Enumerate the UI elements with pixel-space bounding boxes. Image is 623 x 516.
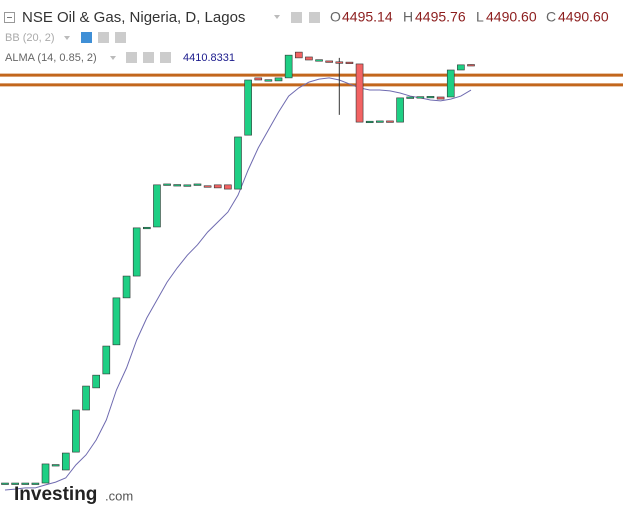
- candle-body: [21, 482, 30, 485]
- candle-body: [213, 184, 222, 189]
- remove-icon[interactable]: [160, 52, 171, 63]
- candle-body: [274, 77, 283, 82]
- candle-body: [61, 452, 70, 471]
- candle-body: [355, 63, 364, 123]
- logo: Investing .com: [14, 484, 133, 505]
- candle-body: [132, 227, 141, 277]
- candle-body: [396, 97, 404, 123]
- visibility-icon[interactable]: [126, 52, 137, 63]
- candle-body: [173, 184, 182, 187]
- close-label: C: [546, 9, 556, 25]
- candle-body: [365, 120, 374, 124]
- remove-icon[interactable]: [115, 32, 126, 43]
- candle-body: [436, 96, 445, 100]
- candle-body: [112, 297, 121, 346]
- candle-body: [426, 96, 435, 99]
- candle-body: [244, 79, 252, 136]
- candle-body: [51, 464, 60, 467]
- high-label: H: [403, 9, 413, 25]
- candle-body: [31, 482, 40, 485]
- candle-body: [467, 64, 475, 67]
- candle-body: [294, 51, 303, 59]
- close-value: 4490.60: [558, 9, 609, 25]
- candle-body: [284, 54, 293, 79]
- candle-body: [82, 385, 90, 411]
- low-label: L: [476, 9, 484, 25]
- settings-icon[interactable]: [143, 52, 154, 63]
- candle-body: [224, 184, 232, 190]
- candle-body: [153, 184, 161, 228]
- candle-body: [143, 226, 151, 230]
- alma-indicator: ALMA (14, 0.85, 2): [5, 52, 97, 64]
- bb-indicator: BB (20, 2): [5, 32, 55, 44]
- candle-body: [203, 185, 212, 188]
- candle-body: [335, 61, 344, 64]
- candle-body: [122, 275, 131, 299]
- candle-body: [406, 96, 415, 99]
- candle-body: [345, 61, 354, 64]
- plot: [0, 51, 623, 491]
- candle-body: [92, 374, 100, 389]
- candle-body: [41, 463, 50, 484]
- candle-body: [457, 64, 465, 71]
- alma-line: [4, 77, 472, 491]
- logo-suffix: .com: [105, 488, 133, 503]
- high-value: 4495.76: [415, 9, 466, 25]
- hide-icon[interactable]: [309, 12, 320, 23]
- logo-brand: Investing: [14, 484, 97, 505]
- candle-body: [446, 69, 455, 98]
- candle-body: [386, 120, 394, 123]
- candle-body: [183, 184, 192, 187]
- symbol-title: NSE Oil & Gas, Nigeria, D, Lagos: [22, 9, 245, 26]
- open-value: 4495.14: [342, 9, 393, 25]
- candle-body: [234, 136, 242, 190]
- candle-body: [1, 482, 9, 485]
- visibility-icon[interactable]: [81, 32, 92, 43]
- candle-body: [305, 56, 313, 61]
- candle-body: [325, 60, 333, 63]
- candle-body: [72, 409, 80, 453]
- dropdown-arrow[interactable]: [110, 56, 116, 60]
- settings-icon[interactable]: [291, 12, 302, 23]
- candle-body: [315, 59, 323, 62]
- low-value: 4490.60: [486, 9, 537, 25]
- alma-value: 4410.8331: [183, 52, 235, 64]
- open-label: O: [330, 9, 341, 25]
- candle-body: [193, 183, 202, 186]
- candle-body: [254, 77, 263, 81]
- candle-body: [376, 120, 384, 123]
- dropdown-arrow[interactable]: [274, 15, 280, 19]
- candle-body: [264, 79, 273, 82]
- candle-body: [163, 183, 171, 186]
- candle-body: [416, 96, 425, 99]
- candle-body: [102, 345, 111, 375]
- legend: NSE Oil & Gas, Nigeria, D, Lagos O 4495.…: [4, 9, 609, 64]
- dropdown-arrow[interactable]: [64, 36, 70, 40]
- settings-icon[interactable]: [98, 32, 109, 43]
- candle-body: [11, 482, 19, 485]
